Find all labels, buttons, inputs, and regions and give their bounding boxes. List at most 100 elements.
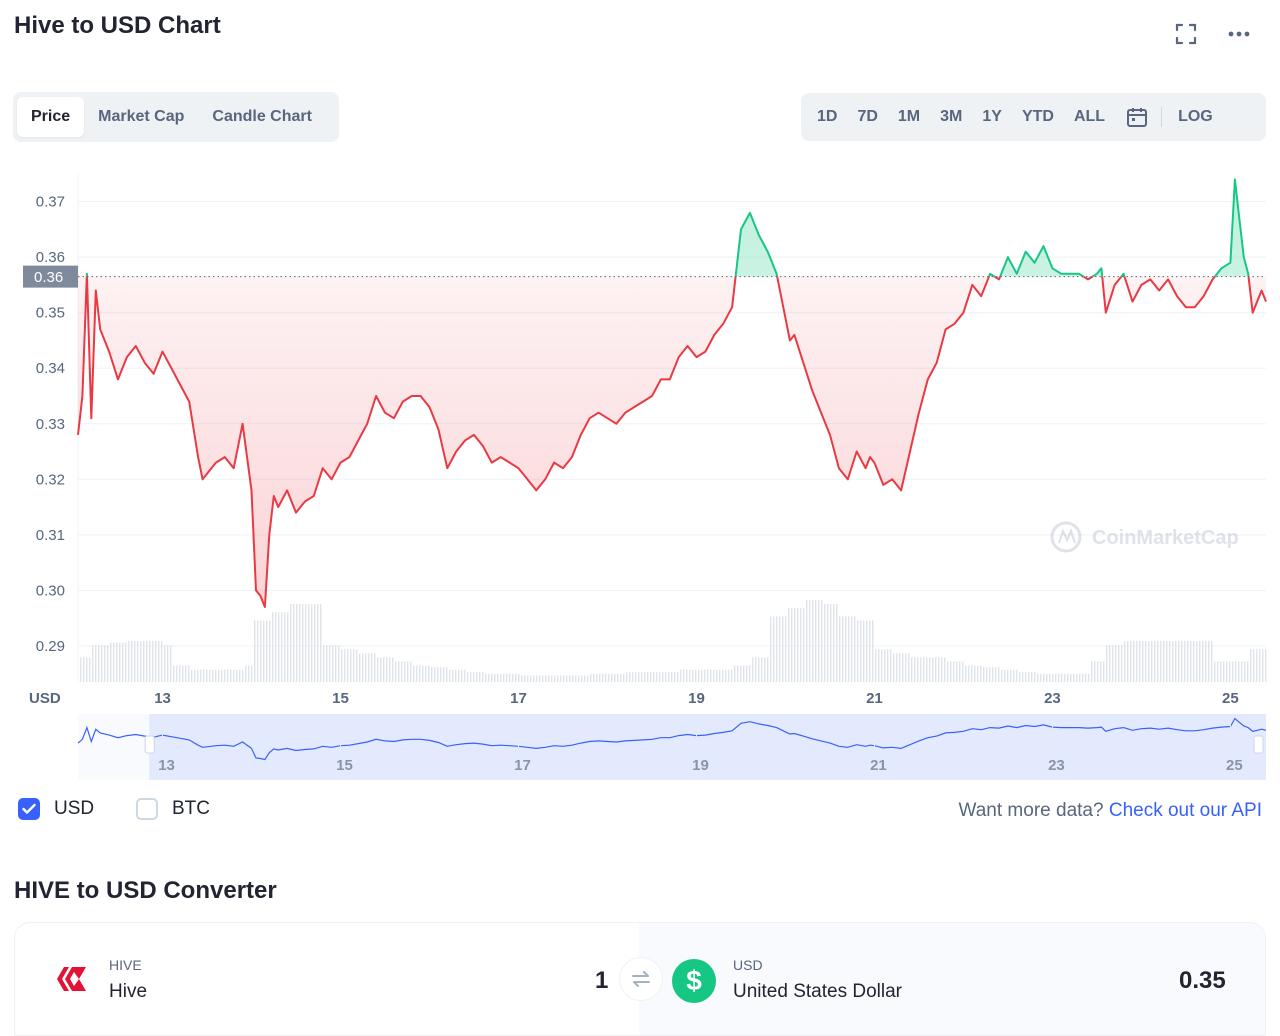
volume-bar xyxy=(1169,641,1171,682)
volume-bar xyxy=(1211,641,1213,682)
range-7d[interactable]: 7D xyxy=(857,108,878,125)
volume-bar xyxy=(191,669,193,682)
watermark-logo-mark xyxy=(1057,527,1077,544)
volume-bar xyxy=(641,672,643,682)
volume-bar xyxy=(308,604,310,682)
volume-bar xyxy=(1055,673,1057,682)
volume-bar xyxy=(905,653,907,682)
volume-bar xyxy=(374,653,376,682)
usd-checkbox[interactable] xyxy=(18,798,40,820)
tab-price[interactable]: Price xyxy=(17,97,85,137)
time-range-selector: 1D 7D 1M 3M 1Y YTD ALL LOG xyxy=(801,93,1266,141)
tab-market-cap[interactable]: Market Cap xyxy=(98,108,185,125)
calendar-icon[interactable] xyxy=(1115,99,1159,135)
volume-bar xyxy=(416,665,418,682)
volume-bar xyxy=(110,642,112,682)
volume-bar xyxy=(1085,673,1087,682)
y-tick-label: 0.29 xyxy=(36,638,65,655)
volume-bar xyxy=(1079,673,1081,682)
volume-bar xyxy=(539,675,541,682)
volume-bar xyxy=(134,641,136,682)
volume-bar xyxy=(1022,672,1024,682)
btc-checkbox[interactable] xyxy=(136,798,158,820)
volume-bar xyxy=(212,669,214,682)
volume-bar xyxy=(215,669,217,682)
baseline-label-bg xyxy=(23,265,78,288)
volume-bar xyxy=(275,612,277,682)
volume-bar xyxy=(839,616,841,682)
api-prompt: Want more data? xyxy=(958,800,1104,821)
volume-bar xyxy=(326,645,328,682)
y-tick-label: 0.37 xyxy=(36,194,65,211)
to-name: United States Dollar xyxy=(733,981,902,1002)
swap-icon[interactable] xyxy=(619,957,663,1001)
volume-bar xyxy=(614,673,616,682)
volume-bar xyxy=(734,665,736,682)
volume-bar xyxy=(350,649,352,682)
range-ytd[interactable]: YTD xyxy=(1021,108,1054,125)
price-chart[interactable]: 0.29 0.30 0.31 0.32 0.33 0.34 0.35 0.36 0.37 0.36… xyxy=(0,160,1280,785)
range-1m[interactable]: 1M xyxy=(897,108,921,125)
navigator-tick-label: 23 xyxy=(1048,757,1065,774)
from-symbol: HIVE xyxy=(109,957,142,973)
volume-bar xyxy=(1112,645,1114,682)
volume-bar xyxy=(449,669,451,682)
volume-bar xyxy=(854,616,856,682)
volume-bars xyxy=(80,600,1267,682)
volume-bar xyxy=(758,657,760,682)
volume-bar xyxy=(248,665,250,682)
range-all[interactable]: ALL xyxy=(1073,108,1106,125)
volume-bar xyxy=(419,665,421,682)
range-1y[interactable]: 1Y xyxy=(982,108,1002,125)
volume-bar xyxy=(455,669,457,682)
log-scale-toggle[interactable]: LOG xyxy=(1178,108,1213,125)
volume-bar xyxy=(1265,649,1267,682)
volume-bar xyxy=(464,669,466,682)
api-link[interactable]: Check out our API xyxy=(1108,800,1262,821)
tab-candle-chart[interactable]: Candle Chart xyxy=(212,108,312,125)
volume-bar xyxy=(392,657,394,682)
volume-bar xyxy=(878,649,880,682)
volume-bar xyxy=(788,608,790,682)
volume-bar xyxy=(872,620,874,682)
volume-bar xyxy=(962,661,964,682)
volume-bar xyxy=(803,608,805,682)
volume-bar xyxy=(884,649,886,682)
fullscreen-icon[interactable] xyxy=(1174,22,1198,46)
volume-bar xyxy=(1136,641,1138,682)
volume-bar xyxy=(917,657,919,682)
volume-bar xyxy=(1034,672,1036,682)
volume-bar xyxy=(1154,641,1156,682)
range-1d[interactable]: 1D xyxy=(817,108,838,125)
watermark-logo xyxy=(1050,521,1082,553)
volume-bar xyxy=(242,669,244,682)
volume-bar xyxy=(185,665,187,682)
volume-bar xyxy=(1205,641,1207,682)
volume-bar xyxy=(347,649,349,682)
volume-bar xyxy=(143,641,145,682)
volume-bar xyxy=(623,673,625,682)
range-3m[interactable]: 3M xyxy=(940,108,963,125)
volume-bar xyxy=(662,672,664,682)
volume-bar xyxy=(704,669,706,682)
volume-bar xyxy=(782,616,784,682)
volume-bar xyxy=(287,612,289,682)
volume-bar xyxy=(1037,673,1039,682)
x-tick-label: 23 xyxy=(1044,690,1061,707)
btc-toggle[interactable]: BTC xyxy=(136,798,210,820)
from-amount-input[interactable]: 1 xyxy=(595,967,609,994)
volume-bar xyxy=(86,657,88,682)
volume-bar xyxy=(731,669,733,682)
volume-bar xyxy=(1241,661,1243,682)
usd-toggle[interactable]: USD xyxy=(18,798,94,820)
volume-bar xyxy=(1163,641,1165,682)
btc-toggle-label: BTC xyxy=(172,798,210,819)
volume-bar xyxy=(1052,673,1054,682)
more-icon[interactable] xyxy=(1227,22,1251,46)
volume-bar xyxy=(542,675,544,682)
volume-bar xyxy=(1109,645,1111,682)
volume-bar xyxy=(524,675,526,682)
volume-bar xyxy=(1091,661,1093,682)
volume-bar xyxy=(1247,661,1249,682)
volume-bar xyxy=(104,645,106,682)
